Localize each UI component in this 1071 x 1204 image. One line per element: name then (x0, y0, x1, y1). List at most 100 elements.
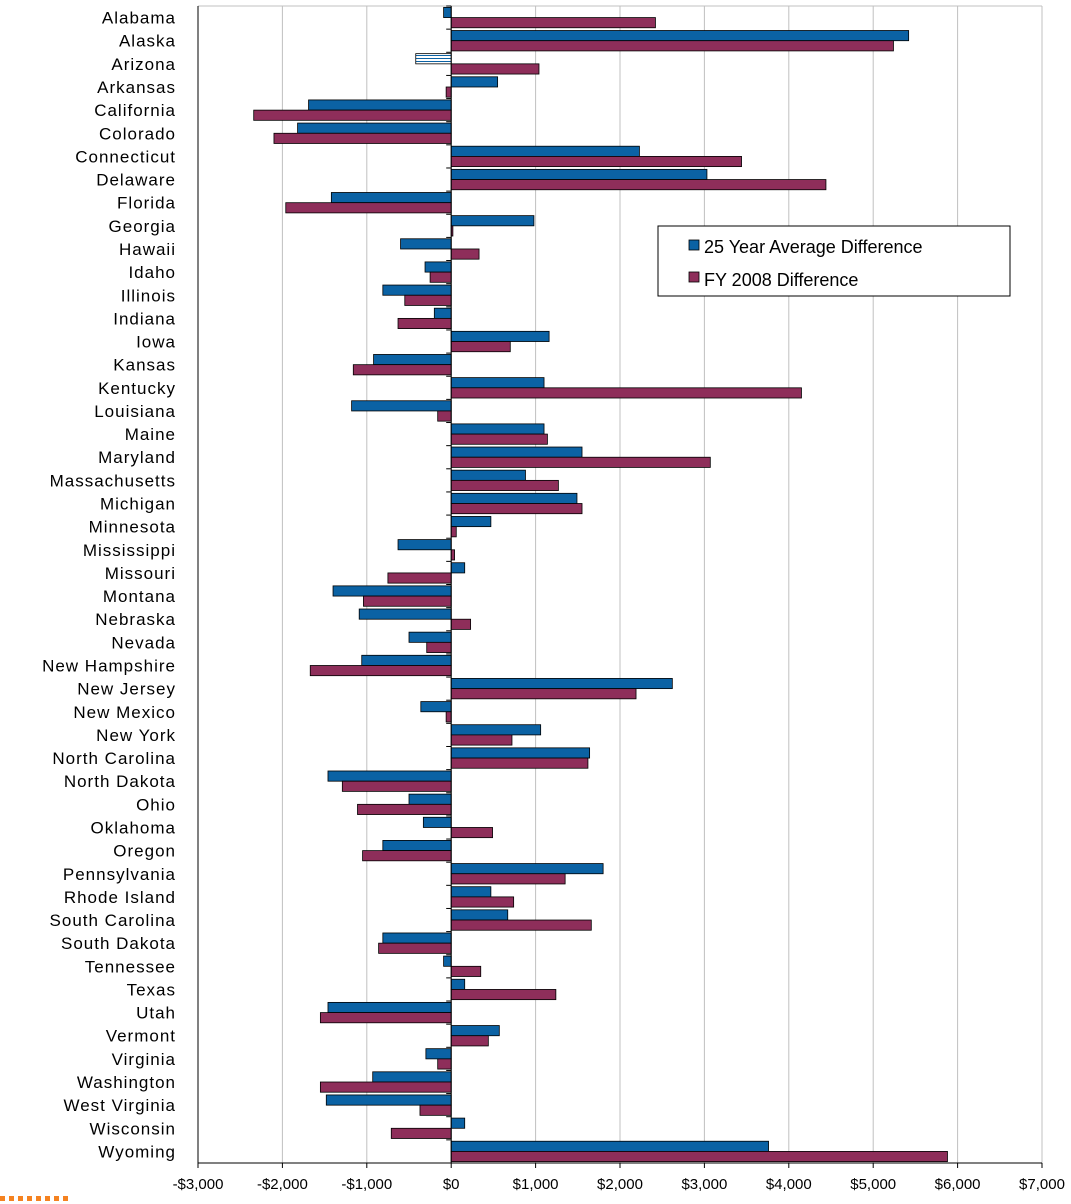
bar-fy2008-kansas (352, 364, 452, 376)
bar-avg-maryland (450, 446, 583, 458)
bar-fy2008-montana (363, 595, 452, 607)
bar-fy2008-hawaii (450, 248, 480, 260)
bar-avg-illinois (382, 284, 452, 296)
category-label: South Dakota (61, 934, 176, 953)
bar-fy2008-maryland (450, 456, 711, 468)
x-tick-label: $1,000 (513, 1176, 559, 1193)
bar-avg-maine (450, 423, 545, 435)
bar-fy2008-new-hampshire (309, 665, 452, 677)
bar-fy2008-michigan (450, 503, 583, 515)
bar-fy2008-iowa (450, 341, 511, 353)
category-label: Alabama (102, 9, 176, 28)
bar-fy2008-arkansas (445, 86, 452, 98)
category-label: Rhode Island (64, 888, 176, 907)
bar-avg-georgia (450, 215, 535, 227)
bar-avg-nevada (408, 631, 452, 643)
category-label: Vermont (106, 1027, 176, 1046)
bar-fy2008-tennessee (450, 965, 482, 977)
category-label: Colorado (99, 124, 176, 143)
category-label: Oregon (113, 842, 176, 861)
category-label: California (94, 101, 176, 120)
bar-avg-arizona (415, 53, 452, 65)
bar-fy2008-alabama (450, 17, 656, 29)
category-label: Nebraska (95, 610, 176, 629)
category-label: New Mexico (73, 703, 176, 722)
bar-fy2008-oregon (362, 850, 452, 862)
category-label: South Carolina (50, 911, 176, 930)
category-label: Louisiana (94, 402, 176, 421)
bar-fy2008-north-carolina (450, 757, 589, 769)
bar-avg-south-carolina (450, 909, 509, 921)
bar-avg-connecticut (450, 145, 640, 157)
bar-avg-alaska (450, 30, 910, 42)
bar-avg-wyoming (450, 1140, 769, 1152)
x-tick-label: -$1,000 (341, 1176, 392, 1193)
legend: 25 Year Average Difference FY 2008 Diffe… (657, 225, 1011, 297)
bar-fy2008-mississippi (450, 549, 455, 561)
bar-avg-minnesota (450, 516, 492, 528)
category-label: Arizona (111, 55, 176, 74)
category-label: Oklahoma (91, 818, 176, 837)
bar-fy2008-new-jersey (450, 688, 637, 700)
category-label: Connecticut (75, 147, 176, 166)
category-label: Mississippi (83, 541, 176, 560)
bar-fy2008-nebraska (450, 618, 472, 630)
x-tick-label: $5,000 (850, 1176, 896, 1193)
category-label: Illinois (121, 286, 176, 305)
bar-fy2008-nevada (426, 641, 452, 653)
bar-avg-michigan (450, 492, 578, 504)
bar-fy2008-missouri (387, 572, 452, 584)
bar-avg-hawaii (400, 238, 452, 250)
bar-avg-ohio (408, 793, 452, 805)
category-label: Massachusetts (50, 471, 176, 490)
category-label: North Dakota (64, 772, 176, 791)
bar-avg-idaho (424, 261, 452, 273)
category-label: Hawaii (119, 240, 176, 259)
bar-avg-kansas (373, 354, 452, 366)
legend-box (657, 225, 1011, 297)
bar-avg-indiana (433, 307, 452, 319)
bar-fy2008-maine (450, 433, 548, 445)
bar-fy2008-utah (319, 1012, 452, 1024)
bar-avg-north-dakota (327, 770, 452, 782)
bar-avg-mississippi (397, 539, 452, 551)
bar-avg-new-hampshire (361, 654, 452, 666)
bar-fy2008-new-york (450, 734, 513, 746)
x-tick-labels: -$3,000 -$2,000 -$1,000 $0 $1,000 $2,000 $3,00… (173, 1176, 1065, 1193)
bar-avg-iowa (450, 330, 550, 342)
bar-fy2008-indiana (397, 317, 452, 329)
bar-fy2008-florida (285, 202, 452, 214)
category-label: Virginia (112, 1050, 176, 1069)
bar-fy2008-minnesota (450, 526, 457, 538)
category-label: West Virginia (63, 1096, 176, 1115)
bar-avg-louisiana (351, 400, 452, 412)
category-label: Florida (117, 194, 176, 213)
bars (253, 6, 948, 1163)
category-label: Missouri (105, 564, 176, 583)
bar-avg-delaware (450, 168, 708, 180)
bar-fy2008-delaware (450, 179, 827, 191)
legend-swatch-series-2 (688, 271, 700, 283)
x-tick-label: -$2,000 (257, 1176, 308, 1193)
bar-fy2008-louisiana (437, 410, 452, 422)
bar-avg-texas (450, 978, 466, 990)
bar-fy2008-south-dakota (378, 942, 452, 954)
category-label: Michigan (100, 495, 176, 514)
bar-avg-nebraska (358, 608, 452, 620)
bar-fy2008-rhode-island (450, 896, 515, 908)
bar-fy2008-virginia (437, 1058, 452, 1070)
decorative-dots (0, 1196, 68, 1201)
category-label: Tennessee (85, 957, 176, 976)
category-label: Ohio (136, 795, 176, 814)
legend-swatch-series-1 (688, 239, 700, 251)
bar-avg-rhode-island (450, 886, 492, 898)
bar-avg-south-dakota (382, 932, 452, 944)
category-label: Arkansas (97, 78, 176, 97)
bar-fy2008-washington (319, 1081, 452, 1093)
category-label: Pennsylvania (63, 865, 176, 884)
bar-fy2008-oklahoma (450, 827, 493, 839)
bar-fy2008-massachusetts (450, 479, 559, 491)
bar-avg-massachusetts (450, 469, 526, 481)
x-tick-label: $0 (443, 1176, 460, 1193)
category-label: Minnesota (89, 518, 176, 537)
